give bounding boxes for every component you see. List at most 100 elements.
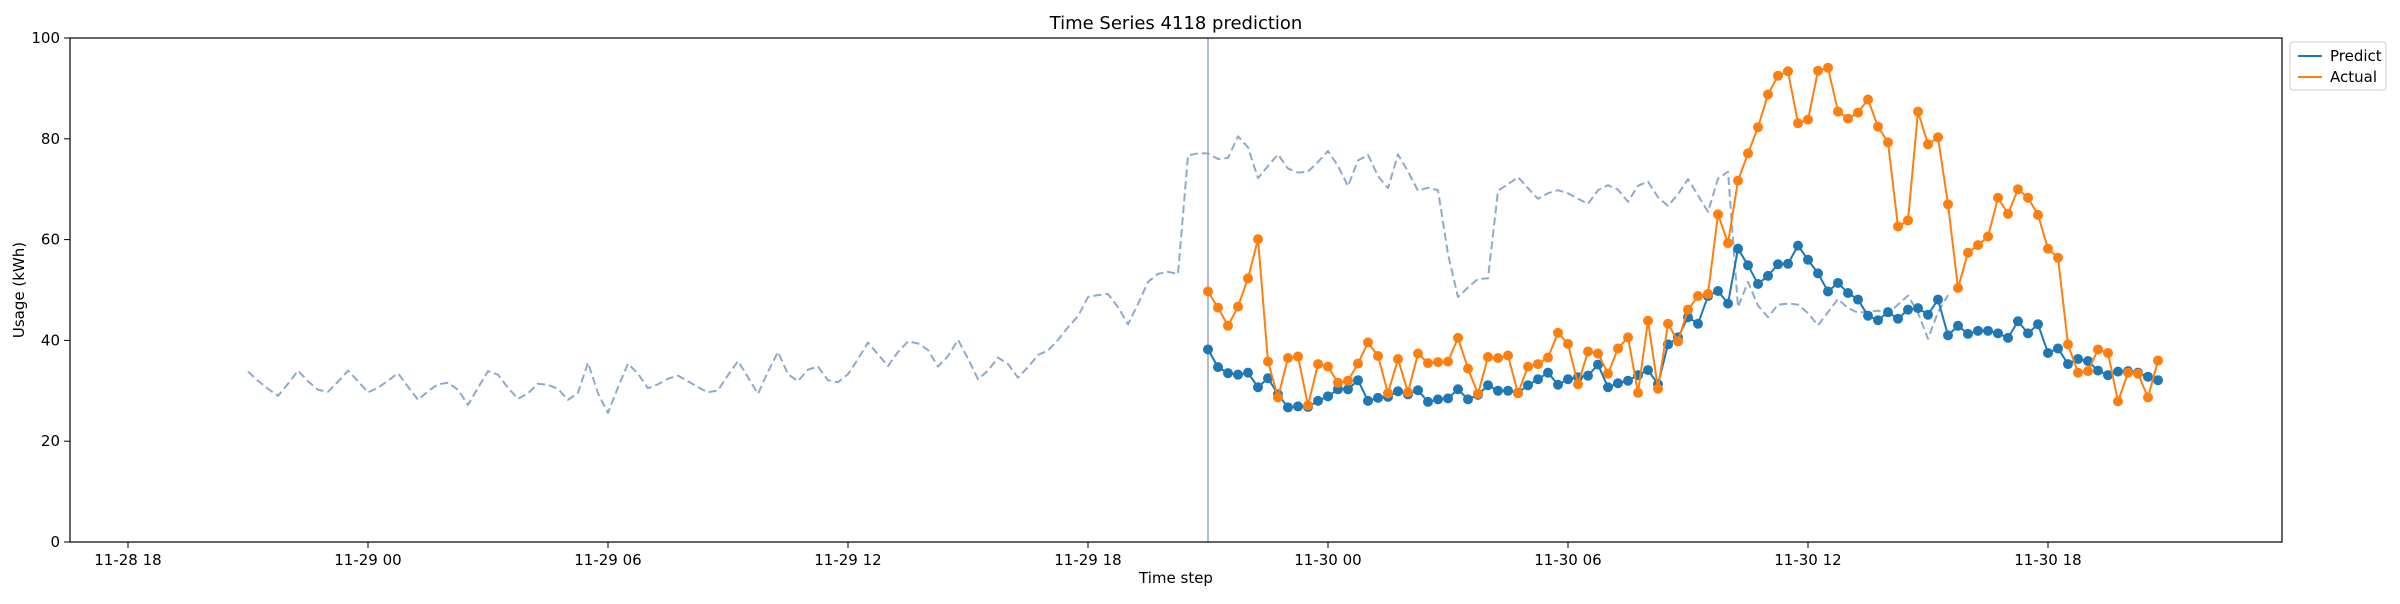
predict-point-36 — [1563, 374, 1573, 385]
actual-point-34 — [1543, 352, 1553, 363]
predict-point-83 — [2033, 319, 2043, 330]
predict-point-75 — [1953, 320, 1963, 331]
actual-point-55 — [1753, 122, 1763, 133]
actual-point-30 — [1503, 350, 1513, 361]
actual-point-78 — [1983, 231, 1993, 242]
actual-point-92 — [2123, 367, 2133, 378]
actual-point-57 — [1773, 70, 1783, 81]
predict-point-5 — [1253, 382, 1263, 393]
predict-point-0 — [1203, 344, 1213, 355]
actual-point-90 — [2103, 348, 2113, 358]
actual-point-59 — [1793, 118, 1803, 129]
actual-point-16 — [1363, 337, 1373, 348]
x-tick-label-7: 11-30 12 — [1774, 551, 1841, 569]
actual-point-76 — [1963, 247, 1973, 258]
predict-point-32 — [1523, 380, 1533, 391]
actual-point-14 — [1343, 375, 1353, 386]
actual-point-3 — [1233, 301, 1243, 312]
actual-point-7 — [1273, 392, 1283, 403]
actual-point-31 — [1513, 388, 1523, 399]
actual-point-62 — [1823, 62, 1833, 73]
actual-point-68 — [1883, 137, 1893, 148]
x-tick-label-8: 11-30 18 — [2014, 551, 2081, 569]
predict-point-23 — [1433, 394, 1443, 405]
predict-point-78 — [1983, 325, 1993, 336]
actual-point-37 — [1573, 379, 1583, 390]
actual-point-2 — [1223, 320, 1233, 331]
actual-point-33 — [1533, 359, 1543, 370]
actual-point-40 — [1603, 368, 1613, 379]
actual-point-46 — [1663, 318, 1673, 329]
predict-point-91 — [2113, 366, 2123, 377]
predict-point-94 — [2143, 371, 2153, 382]
actual-point-85 — [2053, 252, 2063, 263]
actual-point-25 — [1453, 332, 1463, 343]
predict-point-67 — [1873, 315, 1883, 326]
actual-point-69 — [1893, 221, 1903, 232]
actual-point-22 — [1423, 358, 1433, 369]
predict-point-55 — [1753, 278, 1763, 289]
predict-point-71 — [1913, 303, 1923, 314]
actual-point-0 — [1203, 286, 1213, 297]
actual-point-91 — [2113, 396, 2123, 407]
predict-point-57 — [1773, 259, 1783, 270]
x-tick-label-2: 11-29 06 — [574, 551, 641, 569]
x-tick-label-6: 11-30 06 — [1534, 551, 1601, 569]
y-tick-label-0: 0 — [50, 533, 60, 551]
predict-point-29 — [1493, 385, 1503, 396]
actual-point-86 — [2063, 339, 2073, 350]
actual-line — [1207, 66, 2159, 407]
actual-point-10 — [1303, 400, 1313, 411]
predict-point-76 — [1963, 328, 1973, 339]
legend: Predict Actual — [2289, 41, 2387, 91]
actual-point-32 — [1523, 361, 1533, 372]
actual-point-8 — [1283, 353, 1293, 364]
actual-point-24 — [1443, 356, 1453, 367]
actual-point-41 — [1613, 343, 1623, 354]
plot-frame — [69, 37, 2283, 543]
actual-point-64 — [1843, 113, 1853, 124]
predict-point-74 — [1943, 330, 1953, 341]
actual-point-74 — [1943, 199, 1953, 210]
predict-point-22 — [1423, 396, 1433, 407]
chart-title: Time Series 4118 prediction — [1049, 13, 1303, 34]
predict-point-6 — [1263, 373, 1273, 384]
actual-point-84 — [2043, 243, 2053, 254]
predict-point-58 — [1783, 258, 1793, 269]
predict-point-61 — [1813, 268, 1823, 279]
predict-point-14 — [1343, 384, 1353, 395]
predict-point-86 — [2063, 359, 2073, 370]
predict-point-64 — [1843, 288, 1853, 299]
actual-point-93 — [2133, 368, 2143, 379]
predict-point-51 — [1713, 286, 1723, 297]
actual-point-11 — [1313, 359, 1323, 370]
predict-point-41 — [1613, 378, 1623, 389]
legend-predict-label: Predict — [2330, 47, 2382, 65]
predict-point-81 — [2013, 316, 2023, 327]
predict-point-84 — [2043, 348, 2053, 358]
actual-point-5 — [1253, 234, 1263, 245]
actual-point-19 — [1393, 354, 1403, 365]
actual-point-43 — [1633, 387, 1643, 398]
actual-point-73 — [1933, 132, 1943, 143]
x-tick-label-0: 11-28 18 — [94, 551, 161, 569]
predict-point-73 — [1933, 294, 1943, 305]
actual-point-79 — [1993, 192, 2003, 203]
predict-point-70 — [1903, 304, 1913, 315]
actual-point-42 — [1623, 332, 1633, 343]
actual-point-6 — [1263, 356, 1273, 367]
actual-point-54 — [1743, 148, 1753, 159]
predict-point-26 — [1463, 394, 1473, 405]
x-tick-label-4: 11-29 18 — [1054, 551, 1121, 569]
y-tick-label-5: 100 — [31, 29, 60, 47]
predict-point-3 — [1233, 369, 1243, 380]
predict-point-66 — [1863, 310, 1873, 321]
actual-point-21 — [1413, 348, 1423, 359]
predict-point-21 — [1413, 385, 1423, 396]
predict-point-12 — [1323, 391, 1333, 402]
history-line — [247, 135, 1949, 414]
actual-point-56 — [1763, 89, 1773, 100]
predict-point-39 — [1593, 359, 1603, 370]
predict-point-77 — [1973, 325, 1983, 336]
